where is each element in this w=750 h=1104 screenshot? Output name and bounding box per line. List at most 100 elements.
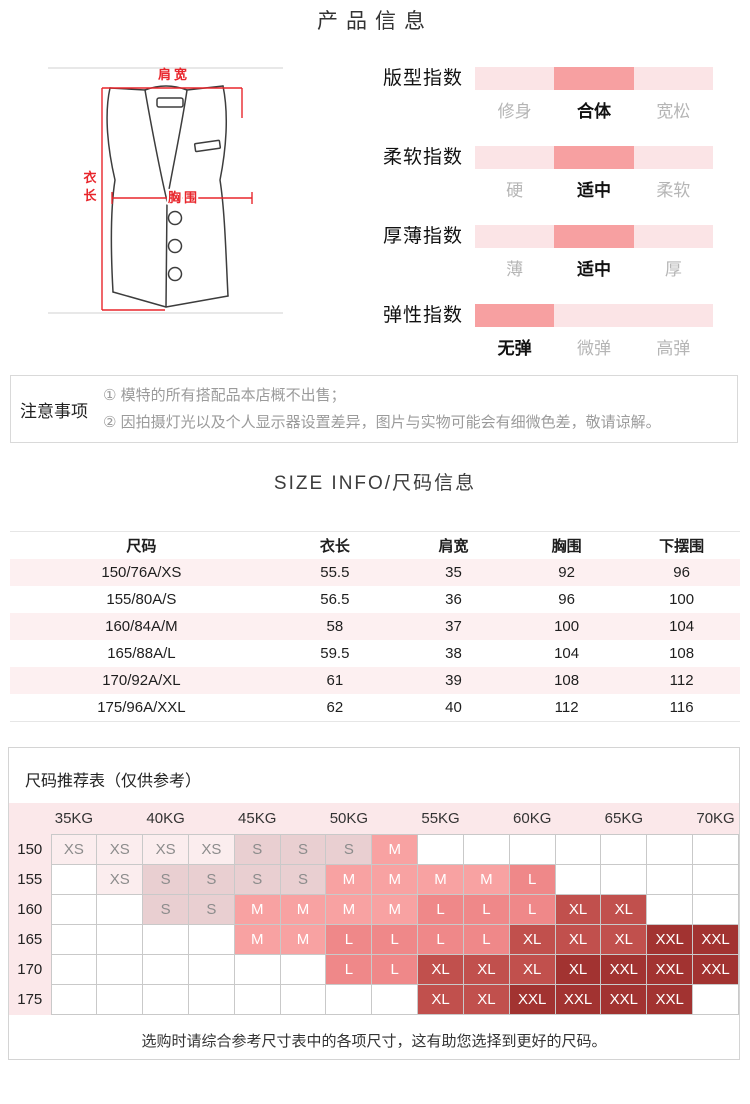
rec-empty-cell: [187, 954, 235, 985]
rec-empty-cell: [279, 984, 327, 1015]
rec-size-cell: L: [325, 924, 373, 955]
rec-weight-label: 65KG: [600, 803, 647, 835]
size-cell: 108: [669, 645, 695, 662]
rec-empty-cell: [187, 924, 235, 955]
size-table-row: 155/80A/S 56.5 36 96 100: [10, 586, 740, 613]
page-title: 产品信息: [317, 10, 433, 33]
rec-size-cell: S: [279, 834, 327, 865]
rec-height-label: 165: [9, 924, 51, 955]
rec-empty-cell: [233, 954, 281, 985]
garment-length-label-char2: 长: [83, 188, 97, 203]
index-option-label: 高弹: [656, 339, 691, 358]
size-table: 尺码 衣长 肩宽 胸围 下摆围 150/76A/XS 55.5 35 92 96 155/80A/…: [10, 531, 740, 722]
rec-height-label: 175: [9, 984, 51, 1015]
rec-size-cell: XS: [187, 834, 235, 865]
rec-size-cell: S: [279, 864, 327, 895]
chest-label: 胸围: [168, 190, 200, 205]
rec-size-cell: XL: [554, 954, 602, 985]
size-cell: 92: [558, 564, 575, 581]
rec-empty-cell: [646, 864, 694, 895]
rec-row-175: 175 XL XL XXL XXL XXL XXL: [9, 984, 739, 1015]
measurement-lines: [101, 87, 253, 311]
rec-table-body: 35KG 40KG 45KG 50KG 55KG 60KG 65KG 70KG 150 XS XS X…: [9, 803, 739, 1015]
size-info-title: SIZE INFO/尺码信息: [273, 473, 477, 494]
rec-empty-cell: [554, 864, 602, 895]
size-cell: 100: [669, 591, 695, 608]
rec-size-cell: L: [417, 894, 464, 925]
index-segment: [475, 304, 555, 327]
garment-length-label-char1: 衣: [83, 170, 96, 185]
size-cell: 104: [554, 645, 580, 662]
index-option-label: 合体: [576, 102, 611, 121]
rec-size-cell: XS: [96, 864, 144, 895]
size-cell: 96: [673, 564, 690, 581]
rec-weight-label: 60KG: [509, 803, 556, 835]
size-cell: 38: [445, 645, 462, 662]
rec-empty-cell: [417, 834, 464, 865]
rec-weight-header-row: 35KG 40KG 45KG 50KG 55KG 60KG 65KG 70KG: [9, 803, 739, 835]
rec-empty-cell: [646, 834, 694, 865]
vest-measurement-diagram: 肩宽 胸围 衣 长: [48, 67, 283, 314]
index-option-label: 微弹: [576, 339, 611, 358]
size-recommend-table: 35KG 40KG 45KG 50KG 55KG 60KG 65KG 70KG 150 XS XS X…: [9, 803, 739, 1015]
rec-size-cell: S: [325, 834, 373, 865]
rec-size-cell: XL: [462, 984, 510, 1015]
rec-row-155: 155 XS S S S S M M M M L: [9, 864, 739, 895]
rec-empty-cell: [646, 894, 694, 925]
shoulder-width-label: 肩宽: [158, 67, 190, 82]
rec-size-cell: L: [325, 954, 373, 985]
index-segment: [633, 304, 713, 327]
index-title: 厚薄指数: [383, 226, 464, 247]
index-bar: [475, 225, 713, 248]
rec-weight-label: 35KG: [51, 803, 97, 835]
rec-size-cell: XXL: [600, 954, 648, 985]
index-labels: 薄 适中 厚: [475, 255, 713, 280]
notes-box: 注意事项 ① 模特的所有搭配品本店概不出售； ② 因拍摄灯光以及个人显示器设置差异…: [10, 375, 738, 443]
rec-weight-label: 55KG: [417, 803, 464, 835]
rec-size-cell: XL: [462, 954, 510, 985]
rec-size-cell: S: [233, 834, 281, 865]
rec-empty-cell: [50, 894, 98, 925]
vest-outline: [106, 85, 229, 308]
size-col-header: 肩宽: [438, 538, 469, 555]
rec-empty-cell: [692, 864, 739, 895]
rec-height-label: 160: [9, 894, 51, 925]
rec-size-cell: XL: [417, 954, 464, 985]
index-labels: 硬 适中 柔软: [475, 176, 713, 201]
size-cell: 160/84A/M: [105, 618, 178, 635]
rec-size-cell: M: [462, 864, 510, 895]
rec-empty-cell: [50, 924, 98, 955]
rec-size-cell: S: [142, 864, 189, 895]
index-row-1: 版型指数 修身 合体 宽松: [383, 67, 718, 125]
notes-list: ① 模特的所有搭配品本店概不出售； ② 因拍摄灯光以及个人显示器设置差异，图片与实…: [103, 382, 661, 436]
size-table-header-row: 尺码 衣长 肩宽 胸围 下摆围: [10, 532, 740, 560]
size-recommend-title: 尺码推荐表（仅供参考）: [25, 773, 202, 790]
size-cell: 108: [554, 672, 580, 689]
size-table-body: 150/76A/XS 55.5 35 92 96 155/80A/S 56.5 36 96 100…: [10, 559, 740, 722]
rec-size-cell: L: [371, 924, 419, 955]
rec-size-cell: M: [233, 894, 281, 925]
rec-row-170: 170 L L XL XL XL XL XXL XXL XXL: [9, 954, 739, 985]
index-labels: 无弹 微弹 高弹: [475, 334, 713, 359]
rec-empty-cell: [692, 894, 739, 925]
index-title: 弹性指数: [383, 305, 464, 326]
size-cell: 56.5: [320, 591, 350, 608]
rec-size-cell: XS: [96, 834, 144, 865]
index-option-label: 适中: [576, 260, 611, 279]
rec-size-cell: M: [371, 834, 419, 865]
index-segment: [475, 67, 555, 90]
size-cell: 37: [445, 618, 462, 635]
index-segment: [554, 304, 634, 327]
index-option-label: 无弹: [497, 339, 532, 358]
index-option-label: 薄: [506, 260, 524, 279]
rec-size-cell: L: [508, 894, 556, 925]
rec-size-cell: M: [325, 864, 373, 895]
rec-size-cell: M: [233, 924, 281, 955]
size-cell: 112: [669, 672, 694, 689]
rec-row-160: 160 S S M M M M L L L XL XL: [9, 894, 739, 925]
index-title: 版型指数: [383, 68, 464, 89]
rec-empty-cell: [50, 864, 98, 895]
rec-height-label: 150: [9, 834, 51, 865]
rec-size-cell: XL: [508, 954, 556, 985]
rec-size-cell: M: [371, 894, 419, 925]
